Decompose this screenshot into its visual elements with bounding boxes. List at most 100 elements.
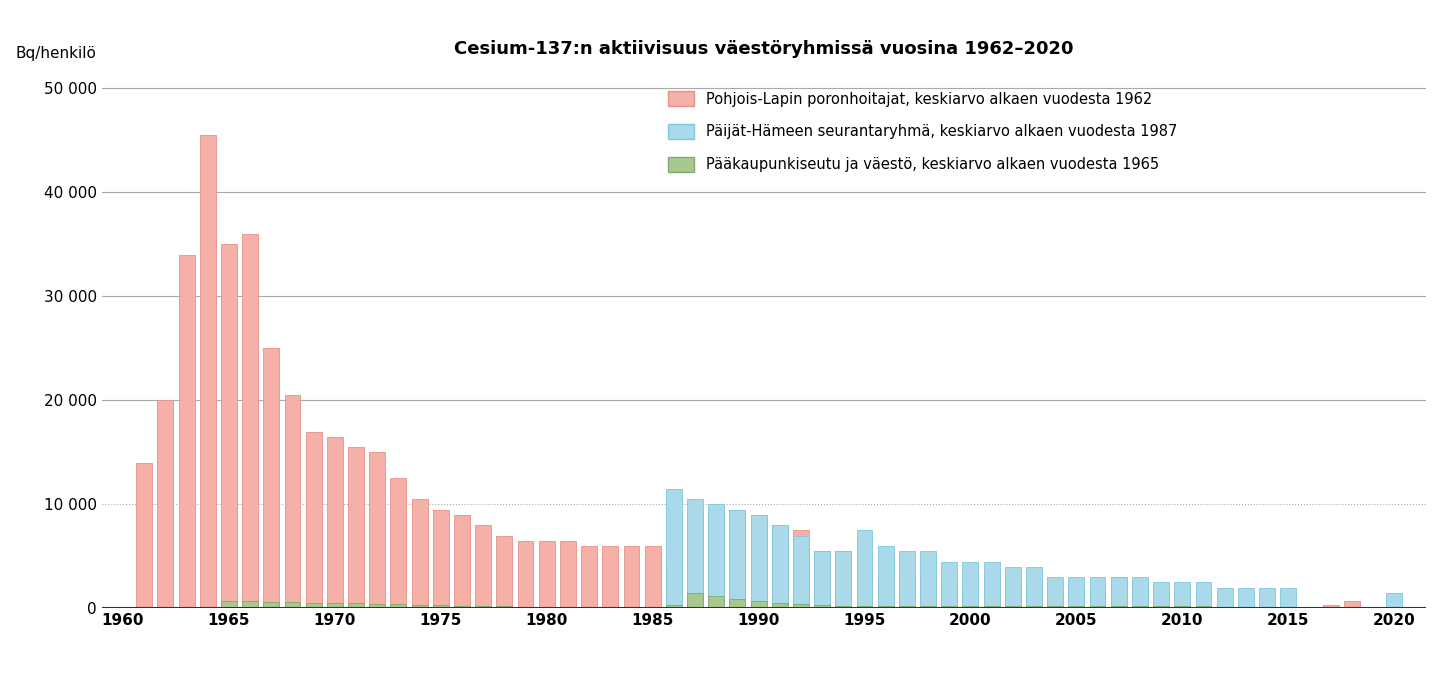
Bar [1196, 583, 1212, 608]
Bar [1174, 583, 1190, 608]
Bar [1259, 607, 1275, 608]
Bar [729, 510, 745, 608]
Bar [1026, 583, 1042, 608]
Bar [666, 605, 682, 608]
Title: Cesium-137:n aktiivisuus väestöryhmissä vuosina 1962–2020: Cesium-137:n aktiivisuus väestöryhmissä … [454, 40, 1074, 57]
Bar [496, 606, 512, 608]
Bar [1005, 606, 1021, 608]
Bar [1154, 583, 1168, 608]
Bar [645, 607, 661, 608]
Bar [1110, 577, 1126, 608]
Bar [984, 577, 1000, 608]
Bar [476, 606, 492, 608]
Bar [1323, 605, 1339, 608]
Bar [327, 603, 343, 608]
Bar [602, 607, 618, 608]
Bar [1154, 606, 1168, 608]
Bar [835, 551, 851, 608]
Bar [1132, 577, 1148, 608]
Bar [666, 489, 682, 608]
Bar [412, 499, 428, 608]
Bar [1238, 603, 1254, 608]
Bar [263, 348, 279, 608]
Bar [687, 510, 703, 608]
Bar [263, 602, 279, 608]
Bar [581, 607, 597, 608]
Bar [1048, 587, 1064, 608]
Bar [815, 551, 829, 608]
Bar [1196, 606, 1212, 608]
Bar [1280, 605, 1296, 608]
Bar [560, 541, 576, 608]
Bar [370, 604, 386, 608]
Bar [518, 607, 534, 608]
Bar [687, 499, 703, 608]
Bar [984, 606, 1000, 608]
Bar [221, 245, 237, 608]
Bar [793, 535, 809, 608]
Bar [941, 562, 957, 608]
Bar [793, 604, 809, 608]
Bar [242, 234, 258, 608]
Bar [624, 546, 639, 608]
Bar [454, 606, 470, 608]
Bar [877, 577, 893, 608]
Bar [857, 606, 873, 608]
Bar [1216, 587, 1232, 608]
Bar [1344, 607, 1359, 608]
Bar [1238, 607, 1254, 608]
Bar [306, 431, 322, 608]
Bar [432, 605, 448, 608]
Bar [1026, 566, 1042, 608]
Bar [709, 596, 725, 608]
Bar [666, 562, 682, 608]
Bar [370, 452, 386, 608]
Bar [1344, 601, 1359, 608]
Bar [538, 541, 554, 608]
Bar [877, 606, 893, 608]
Bar [1387, 593, 1403, 608]
Bar [390, 604, 406, 608]
Bar [1068, 577, 1084, 608]
Bar [1216, 607, 1232, 608]
Bar [1174, 606, 1190, 608]
Bar [815, 605, 829, 608]
Bar [1005, 566, 1021, 608]
Bar [1238, 587, 1254, 608]
Bar [1280, 607, 1296, 608]
Bar [412, 605, 428, 608]
Bar [179, 255, 195, 608]
Bar [1301, 607, 1317, 608]
Bar [221, 601, 237, 608]
Bar [560, 607, 576, 608]
Bar [1323, 607, 1339, 608]
Bar [709, 510, 725, 608]
Bar [348, 603, 364, 608]
Bar [793, 531, 809, 608]
Bar [1387, 607, 1403, 608]
Text: Bq/henkilö: Bq/henkilö [16, 46, 96, 61]
Bar [899, 551, 915, 608]
Bar [602, 546, 618, 608]
Bar [962, 587, 978, 608]
Bar [815, 551, 829, 608]
Bar [1005, 577, 1021, 608]
Bar [476, 525, 492, 608]
Bar [751, 515, 767, 608]
Bar [581, 546, 597, 608]
Bar [1090, 606, 1106, 608]
Bar [538, 607, 554, 608]
Bar [687, 593, 703, 608]
Bar [1132, 583, 1148, 608]
Bar [1365, 607, 1381, 608]
Bar [157, 400, 173, 608]
Bar [1259, 603, 1275, 608]
Bar [1048, 577, 1064, 608]
Bar [899, 577, 915, 608]
Bar [1068, 587, 1084, 608]
Bar [729, 599, 745, 608]
Bar [242, 601, 258, 608]
Bar [920, 551, 936, 608]
Bar [941, 606, 957, 608]
Bar [1154, 587, 1168, 608]
